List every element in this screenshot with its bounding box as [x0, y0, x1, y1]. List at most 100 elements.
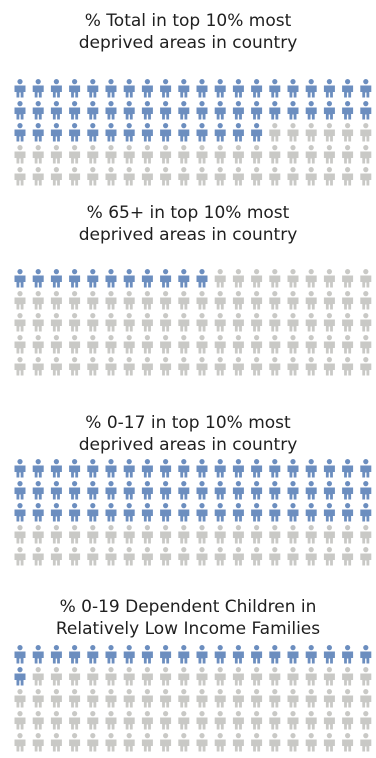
- person-icon-empty: [123, 547, 135, 566]
- person-icon-empty: [32, 667, 44, 686]
- person-icon-empty: [232, 167, 244, 186]
- person-icon-empty: [287, 357, 299, 376]
- person-icon-empty: [123, 313, 135, 332]
- person-icon-empty: [14, 313, 26, 332]
- person-icon-empty: [323, 123, 335, 142]
- person-icon-filled: [141, 503, 153, 522]
- person-icon-empty: [69, 291, 81, 310]
- person-icon-empty: [287, 335, 299, 354]
- person-icon-empty: [214, 291, 226, 310]
- person-icon-empty: [360, 167, 372, 186]
- person-icon-empty: [160, 357, 172, 376]
- title-line-2: deprived areas in country: [78, 435, 298, 455]
- person-icon-filled: [50, 79, 62, 98]
- person-icon-empty: [160, 335, 172, 354]
- person-icon-empty: [342, 667, 354, 686]
- person-icon-empty: [342, 269, 354, 288]
- person-icon-filled: [160, 645, 172, 664]
- person-icon-empty: [251, 291, 263, 310]
- person-icon-filled: [178, 123, 190, 142]
- person-icon-filled: [360, 481, 372, 500]
- person-icon-empty: [269, 667, 281, 686]
- person-icon-empty: [160, 547, 172, 566]
- person-icon-filled: [87, 481, 99, 500]
- person-icon-empty: [269, 547, 281, 566]
- person-icon-filled: [269, 503, 281, 522]
- person-icon-filled: [87, 459, 99, 478]
- person-icon-empty: [32, 313, 44, 332]
- person-icon-empty: [269, 167, 281, 186]
- person-icon-empty: [14, 547, 26, 566]
- person-icon-empty: [69, 525, 81, 544]
- person-icon-filled: [214, 481, 226, 500]
- person-icon-filled: [323, 79, 335, 98]
- person-icon-empty: [105, 291, 117, 310]
- person-icon-filled: [196, 101, 208, 120]
- person-icon-filled: [123, 481, 135, 500]
- person-icon-filled: [160, 101, 172, 120]
- person-icon-filled: [305, 481, 317, 500]
- person-icon-filled: [178, 481, 190, 500]
- person-icon-filled: [32, 123, 44, 142]
- person-icon-empty: [305, 547, 317, 566]
- person-icon-filled: [178, 269, 190, 288]
- person-icon-filled: [123, 101, 135, 120]
- person-icon-empty: [196, 525, 208, 544]
- person-icon-empty: [123, 291, 135, 310]
- person-icon-empty: [287, 711, 299, 730]
- person-icon-empty: [232, 313, 244, 332]
- person-icon-empty: [214, 733, 226, 752]
- person-icon-empty: [87, 357, 99, 376]
- person-icon-filled: [141, 101, 153, 120]
- person-icon-empty: [178, 357, 190, 376]
- person-icon-filled: [160, 123, 172, 142]
- person-icon-empty: [50, 733, 62, 752]
- person-icon-empty: [141, 335, 153, 354]
- title-line-1: % 65+ in top 10% most: [86, 203, 290, 223]
- chart-title: % 65+ in top 10% most deprived areas in …: [0, 202, 376, 246]
- person-icon-empty: [105, 357, 117, 376]
- pictograph-grid: [14, 459, 372, 566]
- title-line-2: deprived areas in country: [78, 225, 298, 245]
- person-icon-filled: [14, 667, 26, 686]
- person-icon-empty: [305, 167, 317, 186]
- person-icon-empty: [251, 525, 263, 544]
- person-icon-filled: [123, 123, 135, 142]
- person-icon-empty: [50, 167, 62, 186]
- person-icon-empty: [50, 357, 62, 376]
- person-icon-empty: [360, 291, 372, 310]
- person-icon-empty: [160, 525, 172, 544]
- person-icon-filled: [342, 645, 354, 664]
- person-icon-empty: [214, 313, 226, 332]
- person-icon-empty: [141, 733, 153, 752]
- person-icon-filled: [50, 503, 62, 522]
- person-icon-filled: [32, 101, 44, 120]
- person-icon-empty: [32, 335, 44, 354]
- person-icon-empty: [87, 733, 99, 752]
- person-icon-empty: [160, 313, 172, 332]
- person-icon-filled: [287, 503, 299, 522]
- person-icon-empty: [196, 689, 208, 708]
- person-icon-empty: [69, 547, 81, 566]
- chart-title: % 0-19 Dependent Children in Relatively …: [0, 596, 376, 640]
- person-icon-empty: [214, 525, 226, 544]
- person-icon-empty: [305, 525, 317, 544]
- person-icon-empty: [251, 167, 263, 186]
- person-icon-empty: [196, 145, 208, 164]
- person-icon-empty: [178, 525, 190, 544]
- person-icon-filled: [14, 481, 26, 500]
- person-icon-empty: [105, 711, 117, 730]
- person-icon-filled: [32, 503, 44, 522]
- person-icon-empty: [123, 667, 135, 686]
- person-icon-filled: [251, 123, 263, 142]
- person-icon-filled: [14, 503, 26, 522]
- person-icon-empty: [14, 291, 26, 310]
- person-icon-filled: [251, 459, 263, 478]
- person-icon-empty: [269, 123, 281, 142]
- person-icon-empty: [323, 335, 335, 354]
- person-icon-empty: [50, 547, 62, 566]
- person-icon-empty: [69, 733, 81, 752]
- person-icon-empty: [232, 667, 244, 686]
- person-icon-empty: [305, 667, 317, 686]
- person-icon-empty: [14, 689, 26, 708]
